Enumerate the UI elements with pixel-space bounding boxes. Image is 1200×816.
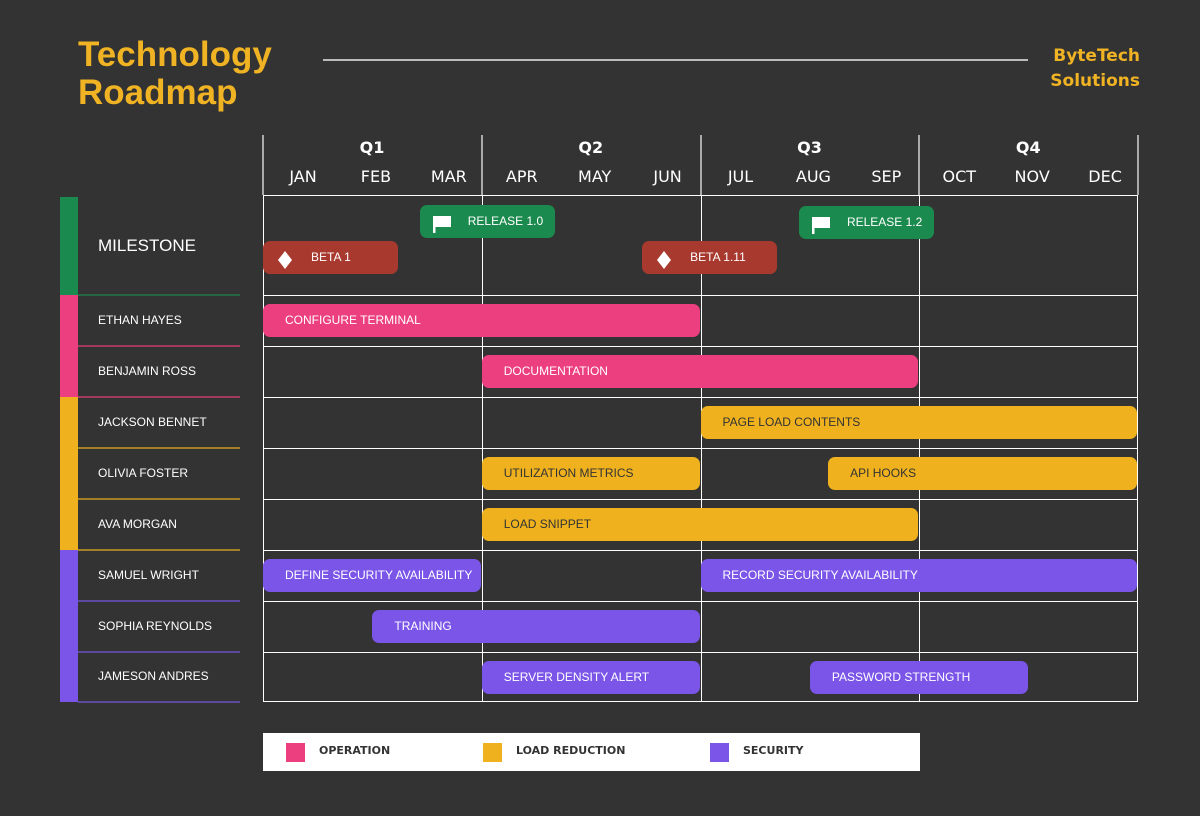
milestone-release[interactable]: RELEASE 1.0 bbox=[419, 205, 555, 238]
legend: OPERATION LOAD REDUCTION SECURITY bbox=[263, 733, 920, 771]
title-line: Roadmap bbox=[78, 73, 238, 112]
task-bar[interactable]: DEFINE SECURITY AVAILABILITY bbox=[263, 559, 481, 592]
flag-icon bbox=[811, 214, 831, 234]
row-divider bbox=[78, 701, 240, 703]
task-bar[interactable]: RECORD SECURITY AVAILABILITY bbox=[700, 559, 1137, 592]
task-label: PASSWORD STRENGTH bbox=[831, 670, 971, 684]
legend-swatch bbox=[483, 743, 502, 762]
month-label: JAN bbox=[289, 167, 317, 186]
milestone-release[interactable]: RELEASE 1.2 bbox=[798, 206, 934, 239]
category-color-bar bbox=[60, 197, 78, 297]
company-line: ByteTech bbox=[1053, 46, 1140, 66]
category-color-bar bbox=[60, 295, 78, 346]
legend-label: LOAD REDUCTION bbox=[516, 744, 626, 757]
quarter-divider bbox=[262, 135, 264, 195]
month-label: SEP bbox=[871, 167, 902, 186]
task-bar[interactable]: UTILIZATION METRICS bbox=[481, 457, 700, 490]
header-divider bbox=[323, 59, 1028, 61]
quarter-label: Q3 bbox=[797, 138, 822, 157]
quarter-divider bbox=[480, 135, 483, 195]
quarter-divider bbox=[699, 135, 702, 195]
quarter-divider bbox=[918, 135, 921, 195]
month-label: JUN bbox=[653, 167, 682, 186]
task-label: DEFINE SECURITY AVAILABILITY bbox=[285, 568, 473, 582]
month-label: JUL bbox=[727, 167, 754, 186]
task-bar[interactable]: PAGE LOAD CONTENTS bbox=[700, 406, 1137, 439]
milestone-beta[interactable]: BETA 1 bbox=[263, 241, 398, 274]
row-divider bbox=[78, 651, 240, 653]
legend-label: OPERATION bbox=[319, 744, 391, 757]
row-divider bbox=[78, 549, 240, 551]
task-bar[interactable]: TRAINING bbox=[372, 610, 700, 643]
task-bar[interactable]: API HOOKS bbox=[828, 457, 1137, 490]
task-label: UTILIZATION METRICS bbox=[503, 466, 634, 480]
row-divider bbox=[78, 294, 240, 296]
flag-icon bbox=[432, 213, 452, 233]
legend-label: SECURITY bbox=[743, 744, 804, 757]
task-label: CONFIGURE TERMINAL bbox=[285, 313, 421, 327]
diamond-icon bbox=[654, 249, 674, 269]
quarter-label: Q1 bbox=[359, 138, 385, 157]
month-label: FEB bbox=[360, 167, 392, 186]
category-color-bar bbox=[60, 499, 78, 550]
month-label: APR bbox=[505, 167, 538, 186]
task-label: PAGE LOAD CONTENTS bbox=[722, 415, 861, 429]
quarter-gridline bbox=[700, 195, 702, 702]
quarter-label: Q2 bbox=[578, 138, 604, 157]
quarter-label: Q4 bbox=[1015, 138, 1041, 157]
month-label: AUG bbox=[795, 167, 831, 186]
category-color-bar bbox=[60, 652, 78, 702]
month-label: DEC bbox=[1088, 167, 1122, 186]
row-divider bbox=[78, 345, 240, 347]
task-bar[interactable]: PASSWORD STRENGTH bbox=[809, 661, 1028, 694]
milestone-label: BETA 1.11 bbox=[690, 250, 746, 264]
milestone-label: BETA 1 bbox=[311, 250, 351, 264]
category-color-bar bbox=[60, 601, 78, 652]
category-color-bar bbox=[60, 550, 78, 601]
task-label: API HOOKS bbox=[850, 466, 917, 480]
quarter-divider bbox=[1137, 135, 1139, 195]
row-label: AVA MORGAN bbox=[98, 516, 177, 531]
row-label: JACKSON BENNET bbox=[98, 414, 207, 429]
month-label: MAY bbox=[578, 167, 612, 186]
task-label: RECORD SECURITY AVAILABILITY bbox=[722, 568, 918, 582]
row-divider bbox=[78, 600, 240, 602]
row-label: SOPHIA REYNOLDS bbox=[98, 618, 213, 633]
category-color-bar bbox=[60, 346, 78, 397]
row-divider bbox=[78, 396, 240, 398]
company-name: ByteTech Solutions bbox=[1010, 44, 1140, 94]
row-divider bbox=[78, 447, 240, 449]
task-label: SERVER DENSITY ALERT bbox=[503, 670, 650, 684]
row-label: JAMESON ANDRES bbox=[98, 669, 209, 683]
legend-swatch bbox=[286, 743, 305, 762]
task-bar[interactable]: SERVER DENSITY ALERT bbox=[481, 661, 700, 694]
diamond-icon bbox=[275, 249, 295, 269]
task-bar[interactable]: DOCUMENTATION bbox=[481, 355, 919, 388]
category-color-bar bbox=[60, 397, 78, 448]
task-bar[interactable]: LOAD SNIPPET bbox=[481, 508, 919, 541]
month-label: NOV bbox=[1014, 167, 1050, 186]
quarter-gridline bbox=[919, 195, 921, 702]
row-label: SAMUEL WRIGHT bbox=[98, 567, 199, 582]
row-label: MILESTONE bbox=[98, 236, 196, 255]
quarter-gridline bbox=[481, 195, 483, 702]
task-label: TRAINING bbox=[394, 619, 452, 633]
category-color-bar bbox=[60, 448, 78, 499]
month-label: MAR bbox=[430, 167, 467, 186]
task-label: LOAD SNIPPET bbox=[503, 517, 592, 531]
task-label: DOCUMENTATION bbox=[503, 364, 608, 378]
row-label: OLIVIA FOSTER bbox=[98, 465, 189, 480]
row-label: BENJAMIN ROSS bbox=[98, 363, 197, 378]
row-divider bbox=[78, 498, 240, 500]
page-title: Technology Roadmap bbox=[78, 36, 272, 112]
milestone-beta[interactable]: BETA 1.11 bbox=[642, 241, 778, 274]
row-label: ETHAN HAYES bbox=[98, 312, 182, 327]
title-line: Technology bbox=[78, 35, 272, 74]
legend-swatch bbox=[710, 743, 729, 762]
task-bar[interactable]: CONFIGURE TERMINAL bbox=[263, 304, 700, 337]
milestone-label: RELEASE 1.0 bbox=[467, 214, 544, 228]
company-line: Solutions bbox=[1050, 71, 1140, 91]
milestone-label: RELEASE 1.2 bbox=[846, 215, 923, 229]
month-label: OCT bbox=[942, 167, 977, 186]
